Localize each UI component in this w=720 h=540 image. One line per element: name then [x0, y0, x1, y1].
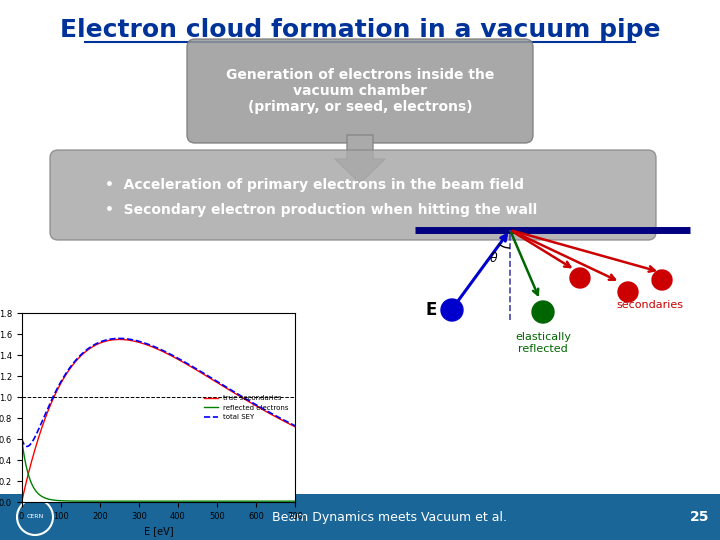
total SEY	[138, 339, 147, 346]
true secondaries	[291, 424, 300, 430]
reflected electrons	[45, 496, 54, 503]
true secondaries	[138, 340, 147, 347]
Circle shape	[652, 270, 672, 290]
total SEY	[206, 374, 215, 380]
Line: true secondaries: true secondaries	[22, 340, 295, 501]
reflected electrons	[235, 498, 244, 504]
FancyBboxPatch shape	[187, 39, 533, 143]
Legend: true secondaries, reflected electrons, total SEY: true secondaries, reflected electrons, t…	[201, 393, 292, 423]
total SEY	[22, 443, 31, 450]
true secondaries	[236, 393, 245, 400]
total SEY	[129, 336, 138, 343]
reflected electrons	[17, 436, 26, 443]
Circle shape	[532, 301, 554, 323]
Line: reflected electrons: reflected electrons	[22, 440, 295, 501]
true secondaries	[231, 390, 240, 397]
true secondaries	[128, 338, 137, 344]
total SEY	[231, 389, 240, 396]
FancyArrow shape	[335, 135, 385, 183]
true secondaries	[45, 403, 54, 410]
Text: Generation of electrons inside the
vacuum chamber
(primary, or seed, electrons): Generation of electrons inside the vacuu…	[226, 68, 494, 114]
Text: E: E	[426, 301, 437, 319]
Text: Beam Dynamics meets Vacuum et al.: Beam Dynamics meets Vacuum et al.	[272, 510, 508, 523]
reflected electrons	[230, 498, 239, 504]
Text: Electron cloud formation in a vacuum pipe: Electron cloud formation in a vacuum pip…	[60, 18, 660, 42]
total SEY	[17, 436, 26, 442]
reflected electrons	[205, 498, 214, 504]
total SEY	[291, 423, 300, 429]
total SEY	[115, 335, 124, 342]
reflected electrons	[138, 498, 147, 504]
Text: θ: θ	[490, 252, 498, 265]
total SEY	[45, 400, 54, 407]
Text: 25: 25	[690, 510, 710, 524]
reflected electrons	[291, 498, 300, 504]
Text: elastically
reflected: elastically reflected	[515, 332, 571, 354]
X-axis label: E [eV]: E [eV]	[143, 526, 174, 536]
total SEY	[236, 393, 245, 399]
FancyBboxPatch shape	[50, 150, 656, 240]
Text: •  Acceleration of primary electrons in the beam field: • Acceleration of primary electrons in t…	[105, 178, 524, 192]
true secondaries	[17, 498, 26, 504]
Circle shape	[570, 268, 590, 288]
Line: total SEY: total SEY	[22, 339, 295, 447]
Circle shape	[618, 282, 638, 302]
FancyBboxPatch shape	[0, 494, 720, 540]
Text: •  Secondary electron production when hitting the wall: • Secondary electron production when hit…	[105, 203, 537, 217]
Circle shape	[441, 299, 463, 321]
reflected electrons	[128, 498, 137, 504]
Text: secondaries: secondaries	[616, 300, 683, 310]
Text: CERN: CERN	[27, 515, 44, 519]
true secondaries	[115, 336, 124, 343]
true secondaries	[205, 375, 214, 381]
